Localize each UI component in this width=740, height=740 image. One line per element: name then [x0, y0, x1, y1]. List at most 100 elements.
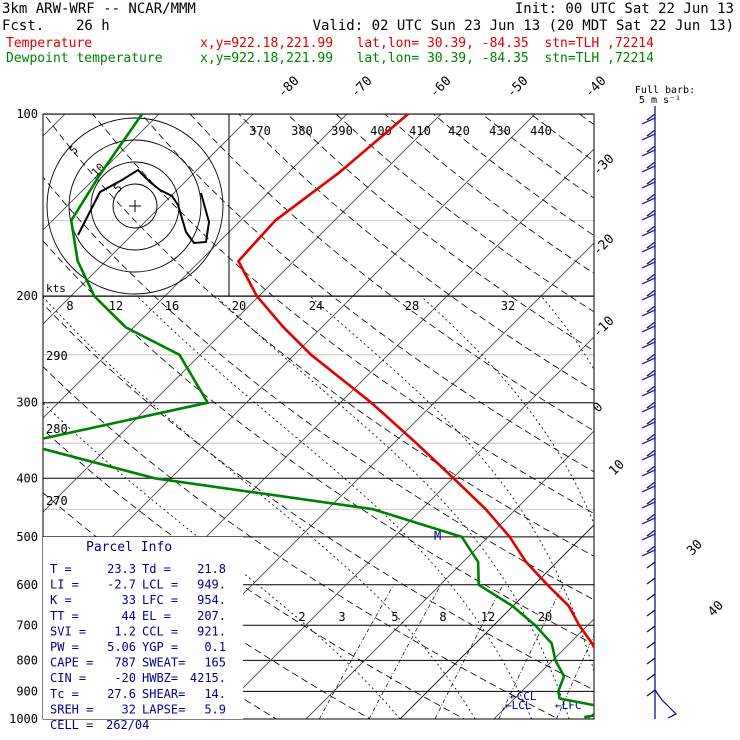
- isotherm--20: [211, 336, 594, 719]
- wind-barb: [646, 209, 656, 217]
- parcel-row-1-label: LI =: [50, 578, 79, 592]
- wind-barb: [646, 657, 656, 665]
- mixing-ratio-3: [368, 584, 442, 719]
- forecast-hours: 26 h: [76, 18, 110, 34]
- wind-barb: [641, 453, 656, 461]
- mixing-ratio-bottom-label-8: 8: [439, 610, 446, 624]
- moist-adiabat-22: [309, 295, 594, 673]
- isotherm--90: [43, 114, 160, 231]
- dry-adiabat-420: [481, 114, 594, 199]
- parcel-row-4-value: 1.2: [114, 624, 136, 638]
- hodograph-trace: [77, 168, 211, 245]
- parcel-row-4-label2: CCL =: [142, 624, 178, 638]
- mixing-ratio-5: [434, 584, 504, 719]
- dry-adiabat-400: [384, 114, 594, 274]
- wind-barb: [641, 325, 656, 333]
- theta-label-440: 440: [530, 124, 552, 138]
- wind-barb: [641, 245, 656, 253]
- wind-barb: [646, 241, 656, 249]
- mixing-ratio-bottom-label-12: 12: [481, 610, 495, 624]
- parcel-row-2-label: K =: [50, 593, 72, 607]
- wind-barb: [646, 401, 656, 409]
- isotherm-10: [493, 618, 594, 719]
- parcel-row-3-label2: EL =: [142, 609, 171, 623]
- isotherm--70: [43, 114, 348, 419]
- dry-adiabat-390: [335, 114, 594, 313]
- ccl-marker: ←CCL: [510, 690, 537, 703]
- wind-barb: [641, 405, 656, 413]
- parcel-row-0-label: T =: [50, 562, 72, 576]
- wind-barb: [641, 421, 656, 429]
- wind-barb: [646, 449, 656, 457]
- wind-barb: [641, 341, 656, 349]
- wind-barb: [641, 197, 656, 205]
- wind-barb: [646, 545, 656, 553]
- wind-barb: [646, 577, 656, 585]
- parcel-row-3-value2: 207.: [197, 609, 226, 623]
- wind-barb: [646, 513, 656, 521]
- parcel-row-5-value: 5.06: [107, 640, 136, 654]
- legend-dewpoint-info: x,y=922.18,221.99 lat,lon= 30.39, -84.35…: [200, 51, 654, 66]
- wind-barb: [646, 497, 656, 505]
- parcel-row-8-value2: 14.: [204, 687, 226, 701]
- parcel-row-8-label2: SHEAR=: [142, 687, 185, 701]
- wind-barb: [646, 353, 656, 361]
- pressure-label-1000: 1000: [9, 712, 38, 726]
- parcel-row-2-value2: 954.: [197, 593, 226, 607]
- dry-adiabat-300: [43, 303, 594, 691]
- mixing-ratio-8: [498, 584, 564, 719]
- isotherm-label-40: 40: [705, 598, 727, 620]
- parcel-cell-value: 262/04: [106, 718, 149, 732]
- parcel-row-3-label: TT =: [50, 609, 79, 623]
- mixing-ratio-top-label-32: 32: [501, 299, 515, 313]
- wind-barb: [641, 437, 656, 445]
- wind-barb: [646, 689, 656, 697]
- wind-barb: [641, 549, 656, 557]
- parcel-row-0-value2: 21.8: [197, 562, 226, 576]
- legend-temperature-label: Temperature: [6, 36, 93, 51]
- mixing-ratio-bottom-label-5: 5: [391, 610, 398, 624]
- dewpoint-profile: [43, 114, 594, 719]
- wind-barb: [646, 113, 656, 121]
- isotherm--10: [305, 430, 594, 719]
- isotherm-label--80: -80: [275, 74, 302, 101]
- mixing-ratio-top-label-24: 24: [309, 299, 323, 313]
- dry-adiabat-460: [677, 114, 740, 732]
- isotherm--60: [43, 114, 442, 513]
- pressure-label-100: 100: [16, 107, 38, 121]
- parcel-row-7-value: -20: [114, 671, 136, 685]
- dry-adiabat-470: [726, 114, 740, 732]
- legend-temperature-info: x,y=922.18,221.99 lat,lon= 30.39, -84.35…: [200, 36, 654, 51]
- mixing-ratio-bottom-label-20: 20: [538, 610, 552, 624]
- hodograph-kts-label: kts: [46, 282, 66, 295]
- parcel-row-2-label2: LFC =: [142, 593, 178, 607]
- wind-barb: [646, 321, 656, 329]
- parcel-row-2-value: 33: [122, 593, 136, 607]
- isotherm--80: [43, 114, 254, 325]
- wind-barb: [641, 293, 656, 301]
- mixing-ratio-2: [318, 584, 394, 719]
- dry-adiabat-430: [530, 114, 594, 162]
- moist-adiabat-34: [653, 296, 719, 719]
- temperature-profile: [237, 114, 594, 651]
- dry-adiabat-380: [287, 114, 594, 352]
- surface-barb-cluster: [654, 689, 678, 719]
- isotherm-30: [669, 101, 740, 732]
- parcel-row-0-value: 23.3: [107, 562, 136, 576]
- moist-adiabat-8: [43, 296, 476, 719]
- theta-label-380: 380: [291, 124, 313, 138]
- mixing-ratio-12: [556, 634, 594, 719]
- wind-barb: [646, 385, 656, 393]
- isotherm-0: [399, 524, 594, 719]
- mixing-ratio-top-label-16: 16: [165, 299, 179, 313]
- moist-adiabat-14: [137, 295, 532, 719]
- parcel-row-5-label: PW =: [50, 640, 79, 654]
- parcel-row-5-value2: 0.1: [204, 640, 226, 654]
- valid-time: Valid: 02 UTC Sun 23 Jun 13 (20 MDT Sat …: [312, 18, 734, 34]
- mixing-ratio-top-label-12: 12: [109, 299, 123, 313]
- wind-barb: [641, 117, 656, 125]
- parcel-row-4-value2: 921.: [197, 624, 226, 638]
- mixing-ratio-top-label-8: 8: [66, 299, 73, 313]
